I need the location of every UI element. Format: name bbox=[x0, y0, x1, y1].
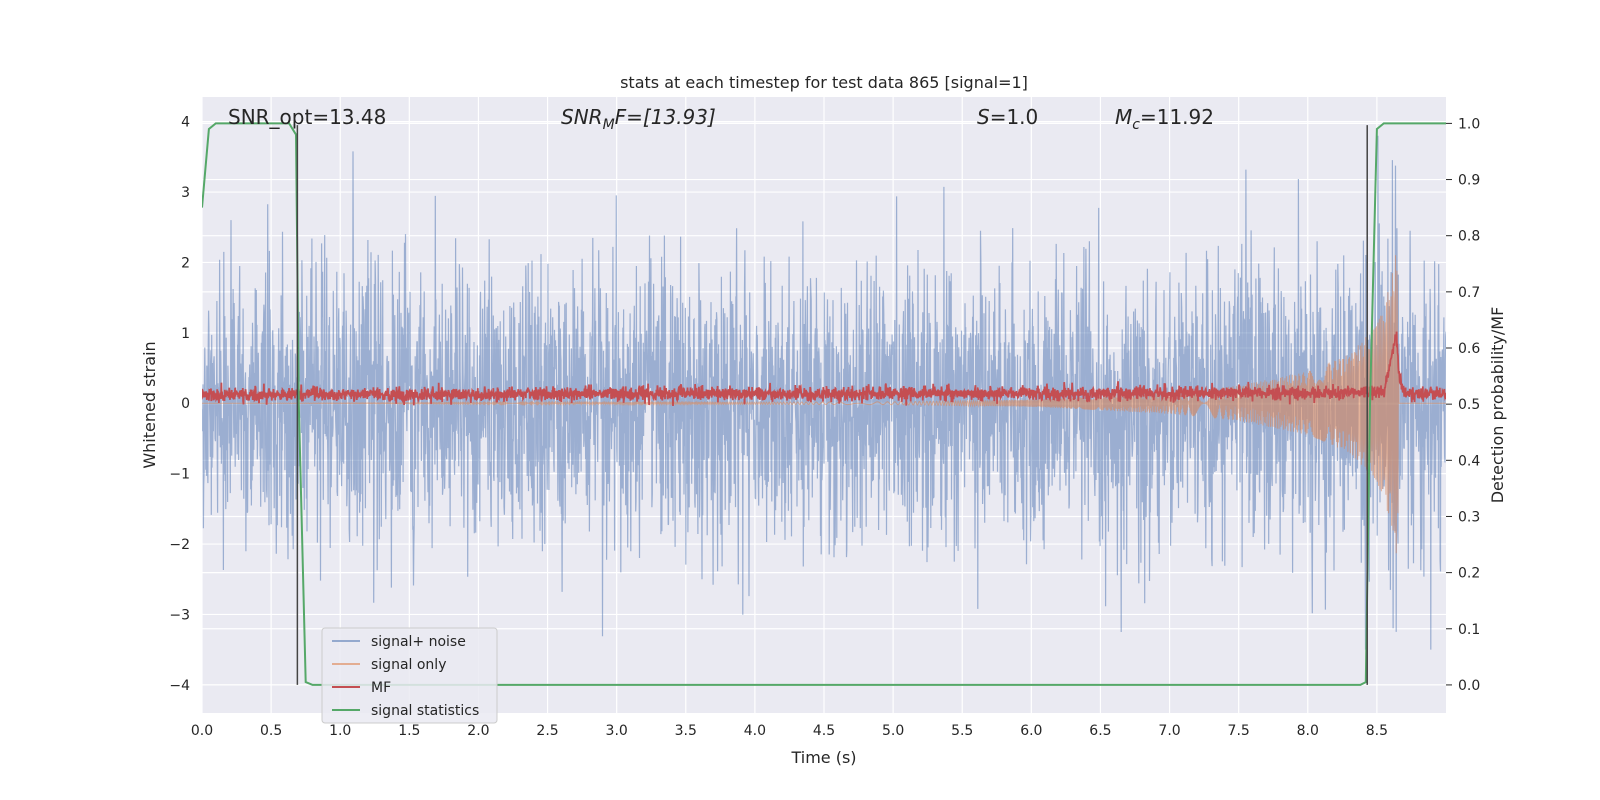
y2-tick-label: 0.2 bbox=[1458, 566, 1480, 582]
y2-tick-label: 0.0 bbox=[1458, 678, 1480, 694]
x-tick-label: 2.5 bbox=[536, 723, 558, 739]
y2-tick-label: 0.5 bbox=[1458, 397, 1480, 413]
y2-axis-ticks: 1.0 0.9 0.8 0.7 0.6 0.5 0.4 0.3 0.2 0.1 0.0 bbox=[1446, 116, 1480, 694]
x-axis-ticks: 0.0 0.5 1.0 1.5 2.0 2.5 3.0 3.5 4.0 4.5 5.0 5.5 6.0 6… bbox=[191, 723, 1388, 739]
x-axis-label: Time (s) bbox=[790, 748, 856, 767]
y-tick-label: −2 bbox=[169, 537, 190, 553]
series-mf-line bbox=[202, 331, 1446, 407]
legend-label-signal-statistics: signal statistics bbox=[371, 703, 479, 719]
y-tick-label: 2 bbox=[181, 255, 190, 271]
y2-axis-label: Detection probability/MF bbox=[1488, 307, 1507, 504]
annotation-snr-mf-main: SNR bbox=[561, 105, 603, 129]
y-tick-label: 1 bbox=[181, 326, 190, 342]
y2-tick-label: 0.6 bbox=[1458, 341, 1480, 357]
y2-tick-label: 0.8 bbox=[1458, 229, 1480, 245]
x-tick-label: 0.0 bbox=[191, 723, 213, 739]
y-tick-label: 4 bbox=[181, 115, 190, 131]
x-tick-label: 2.0 bbox=[467, 723, 489, 739]
annotation-snr-mf-sub: M bbox=[603, 117, 615, 133]
x-tick-label: 8.0 bbox=[1297, 723, 1319, 739]
x-tick-label: 6.0 bbox=[1020, 723, 1042, 739]
y-tick-label: 0 bbox=[181, 396, 190, 412]
annotation-s: S=1.0 bbox=[977, 105, 1038, 129]
annotation-s-rest: =1.0 bbox=[990, 105, 1039, 129]
annotation-s-main: S bbox=[977, 105, 990, 129]
annotation-mc: Mc=11.92 bbox=[1115, 105, 1214, 133]
annotation-mc-rest: =11.92 bbox=[1140, 105, 1214, 129]
y-tick-label: −4 bbox=[169, 678, 190, 694]
annotation-snr-opt: SNR_opt=13.48 bbox=[228, 105, 386, 129]
x-tick-label: 7.0 bbox=[1158, 723, 1180, 739]
legend-box bbox=[321, 627, 498, 724]
x-tick-label: 7.5 bbox=[1228, 723, 1250, 739]
chart-title: stats at each timestep for test data 865… bbox=[620, 73, 1028, 92]
y-axis-label: Whitened strain bbox=[140, 341, 159, 468]
x-tick-label: 5.0 bbox=[882, 723, 904, 739]
x-tick-label: 4.0 bbox=[744, 723, 766, 739]
y2-tick-label: 0.9 bbox=[1458, 173, 1480, 189]
x-tick-label: 8.5 bbox=[1366, 723, 1388, 739]
legend-label-mf: MF bbox=[371, 680, 391, 696]
series-signal-noise-line bbox=[202, 135, 1446, 650]
series-signal-only-line bbox=[202, 255, 1446, 554]
x-tick-label: 5.5 bbox=[951, 723, 973, 739]
x-tick-label: 1.5 bbox=[398, 723, 420, 739]
x-tick-label: 3.0 bbox=[606, 723, 628, 739]
y2-tick-label: 0.4 bbox=[1458, 453, 1480, 469]
x-tick-label: 6.5 bbox=[1089, 723, 1111, 739]
annotation-snr-mf: SNRMF=[13.93] bbox=[561, 105, 716, 133]
x-tick-label: 0.5 bbox=[260, 723, 282, 739]
y2-tick-label: 0.1 bbox=[1458, 622, 1480, 638]
y-tick-label: 3 bbox=[181, 185, 190, 201]
series-signal-statistics-line bbox=[202, 122, 1446, 686]
y-tick-label: −3 bbox=[169, 607, 190, 623]
y2-tick-label: 0.3 bbox=[1458, 509, 1480, 525]
legend-label-signal-only: signal only bbox=[371, 657, 446, 673]
x-tick-label: 1.0 bbox=[329, 723, 351, 739]
legend: signal+ noise signal only MF signal stat… bbox=[321, 627, 498, 724]
y2-tick-label: 0.7 bbox=[1458, 285, 1480, 301]
annotation-mc-main: M bbox=[1115, 105, 1132, 129]
annotation-mc-sub: c bbox=[1132, 117, 1140, 133]
x-tick-label: 4.5 bbox=[813, 723, 835, 739]
x-tick-label: 3.5 bbox=[675, 723, 697, 739]
vertical-markers bbox=[296, 125, 1368, 685]
y-axis-ticks: 4 3 2 1 0 −1 −2 −3 −4 bbox=[169, 115, 190, 694]
y2-tick-label: 1.0 bbox=[1458, 116, 1480, 132]
legend-label-signal-noise: signal+ noise bbox=[371, 634, 466, 650]
annotation-snr-mf-rest: F=[13.93] bbox=[615, 105, 716, 129]
y-tick-label: −1 bbox=[169, 467, 190, 483]
